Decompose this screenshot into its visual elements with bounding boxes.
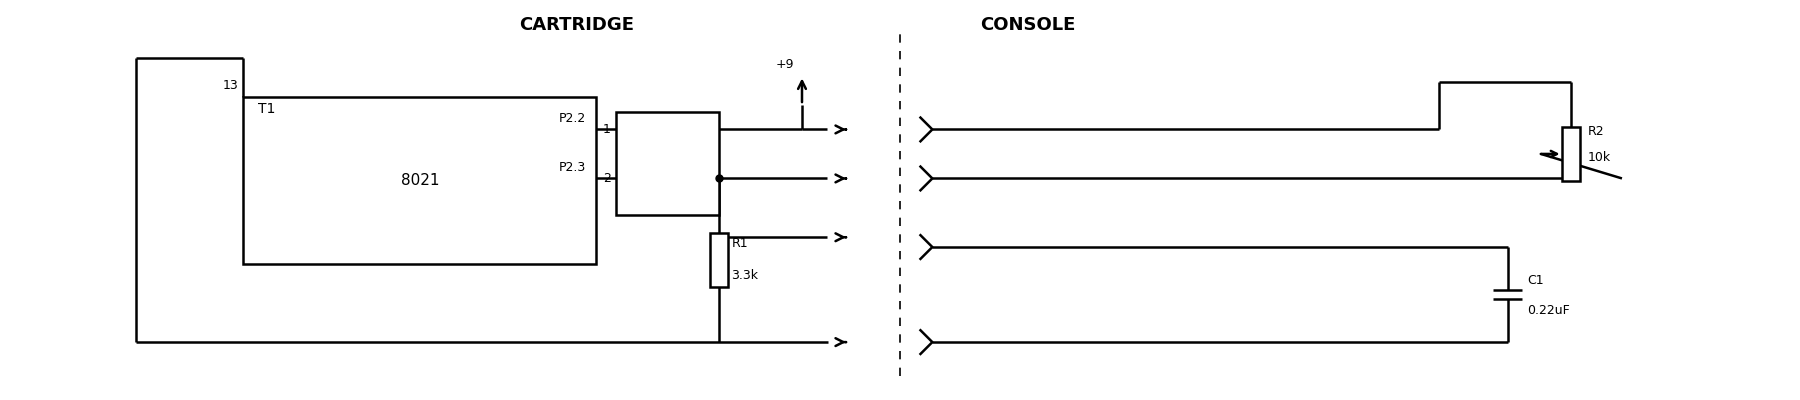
Text: 1: 1 [603, 123, 610, 136]
Text: P2.3: P2.3 [560, 160, 587, 174]
Text: 13: 13 [223, 79, 238, 92]
Text: +9: +9 [776, 58, 794, 71]
Text: R1: R1 [731, 238, 749, 250]
Text: P2.2: P2.2 [560, 112, 587, 124]
Text: 3.3k: 3.3k [731, 269, 758, 282]
Bar [243, 97, 596, 264]
Text: CARTRIDGE: CARTRIDGE [518, 16, 634, 34]
Text: 8021: 8021 [401, 173, 439, 188]
Bar [709, 233, 727, 287]
Text: R2: R2 [1588, 125, 1604, 138]
Bar [616, 112, 718, 215]
Text: 0.22uF: 0.22uF [1526, 304, 1570, 317]
Bar [1562, 127, 1580, 181]
Text: C1: C1 [1526, 274, 1544, 287]
Text: CONSOLE: CONSOLE [979, 16, 1075, 34]
Text: 2: 2 [603, 172, 610, 185]
Text: T1: T1 [257, 102, 275, 116]
Text: 10k: 10k [1588, 152, 1611, 164]
